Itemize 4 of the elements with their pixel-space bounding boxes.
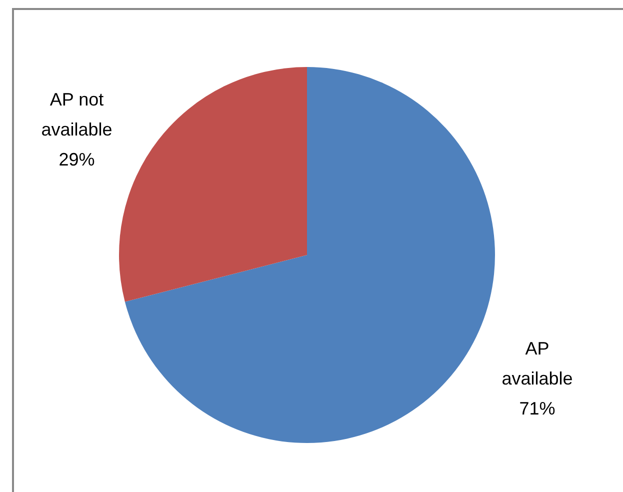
data-label: 71%: [519, 398, 556, 418]
slice-label: AP available: [502, 338, 573, 388]
data-label: 29%: [58, 150, 95, 170]
slice-label: AP not available: [41, 90, 112, 140]
